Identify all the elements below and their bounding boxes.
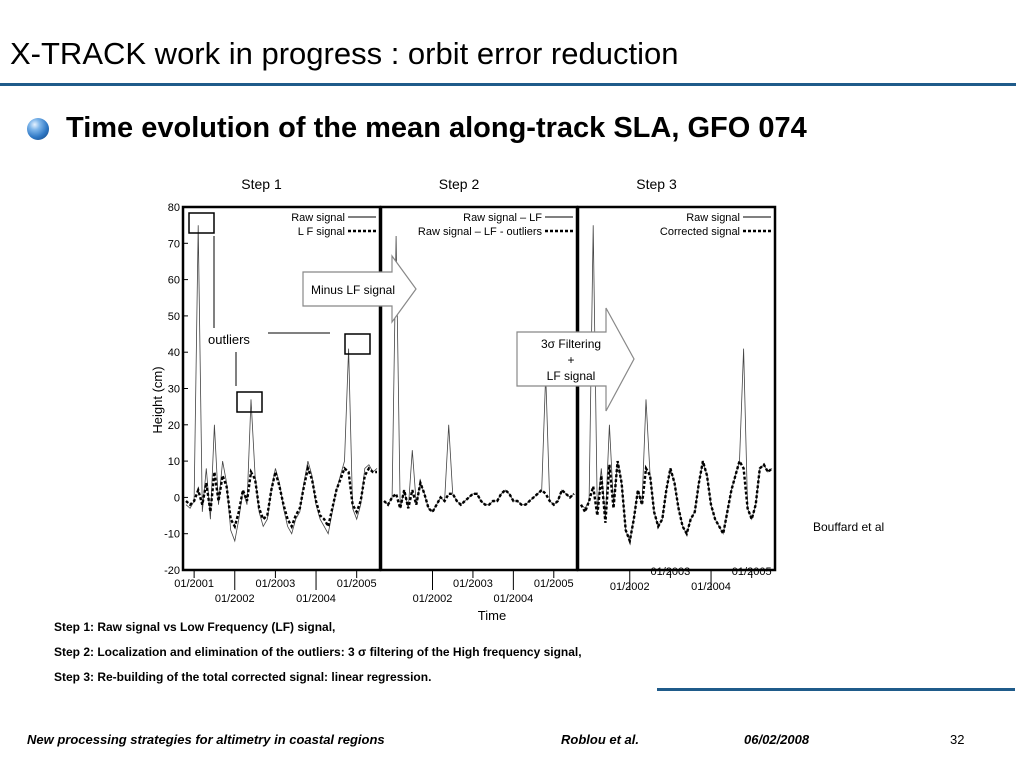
x-tick-label: 01/2004 <box>296 593 336 605</box>
panel-frame <box>181 205 382 572</box>
y-axis-label: Height (cm) <box>150 366 165 433</box>
x-tick-label: 01/2003 <box>651 566 691 578</box>
x-tick-label: 01/2005 <box>534 578 574 590</box>
step-arrow-shape <box>516 307 635 412</box>
legend-label: Corrected signal <box>660 226 740 238</box>
y-tick-label: 60 <box>168 275 180 287</box>
step-arrow-label: LF signal <box>547 369 596 383</box>
footer-date: 06/02/2008 <box>744 732 810 747</box>
y-tick-label: 30 <box>168 384 180 396</box>
panel-title: Step 2 <box>439 176 480 192</box>
legend-label: Raw signal <box>686 212 740 224</box>
caption-step-1: Step 1: Raw signal vs Low Frequency (LF)… <box>54 620 336 634</box>
y-tick-label: 0 <box>174 492 180 504</box>
outlier-box <box>344 333 371 355</box>
x-tick-label: 01/2002 <box>610 581 650 593</box>
y-tick-label: -20 <box>164 565 180 577</box>
step-arrow-label: Minus LF signal <box>311 283 395 297</box>
x-tick-label: 01/2004 <box>493 593 533 605</box>
y-tick-label: -10 <box>164 529 180 541</box>
panel-title: Step 1 <box>241 176 282 192</box>
step-arrow-label: 3σ Filtering <box>541 337 601 351</box>
panel-title: Step 3 <box>636 176 677 192</box>
step-arrow-label: + <box>567 353 574 367</box>
panel-frame <box>379 205 579 572</box>
y-tick-label: 20 <box>168 420 180 432</box>
slide-subtitle: Time evolution of the mean along-track S… <box>66 112 807 144</box>
series-line <box>383 478 575 514</box>
y-tick-label: 80 <box>168 202 180 214</box>
panel-frame <box>576 205 777 572</box>
caption-step-3: Step 3: Re-building of the total correct… <box>54 670 432 684</box>
series-line <box>185 464 377 530</box>
x-tick-label: 01/2003 <box>453 578 493 590</box>
bottom-rule <box>657 688 1015 691</box>
outlier-box <box>188 212 215 234</box>
x-tick-label: 01/2003 <box>256 578 296 590</box>
footer-author: Roblou et al. <box>561 732 639 747</box>
x-axis-label: Time <box>478 608 506 623</box>
y-tick-label: 50 <box>168 311 180 323</box>
caption-step-2: Step 2: Localization and elimination of … <box>54 645 582 659</box>
x-tick-label: 01/2004 <box>691 581 731 593</box>
footer-title: New processing strategies for altimetry … <box>27 732 385 747</box>
x-tick-label: 01/2002 <box>215 593 255 605</box>
legend-label: L F signal <box>298 226 345 238</box>
title-rule <box>0 83 1016 86</box>
x-tick-label: 01/2005 <box>337 578 377 590</box>
x-tick-label: 01/2001 <box>174 578 214 590</box>
outlier-box <box>236 391 263 413</box>
y-tick-label: 10 <box>168 456 180 468</box>
series-line <box>579 457 773 546</box>
x-tick-label: 01/2002 <box>413 593 453 605</box>
outliers-label: outliers <box>208 332 250 347</box>
credit-text: Bouffard et al <box>813 520 885 534</box>
x-tick-label: 01/2005 <box>732 566 772 578</box>
slide-title: X-TRACK work in progress : orbit error r… <box>10 36 679 71</box>
series-line <box>185 225 378 543</box>
bullet-icon <box>27 118 49 140</box>
legend-label: Raw signal – LF <box>463 212 542 224</box>
step-arrow-shape <box>302 254 417 324</box>
legend-label: Raw signal <box>291 212 345 224</box>
page-number: 32 <box>950 732 965 747</box>
legend-label: Raw signal – LF - outliers <box>418 226 543 238</box>
y-tick-label: 70 <box>168 238 180 250</box>
y-tick-label: 40 <box>168 347 180 359</box>
